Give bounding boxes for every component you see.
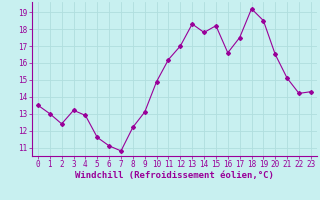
- X-axis label: Windchill (Refroidissement éolien,°C): Windchill (Refroidissement éolien,°C): [75, 171, 274, 180]
